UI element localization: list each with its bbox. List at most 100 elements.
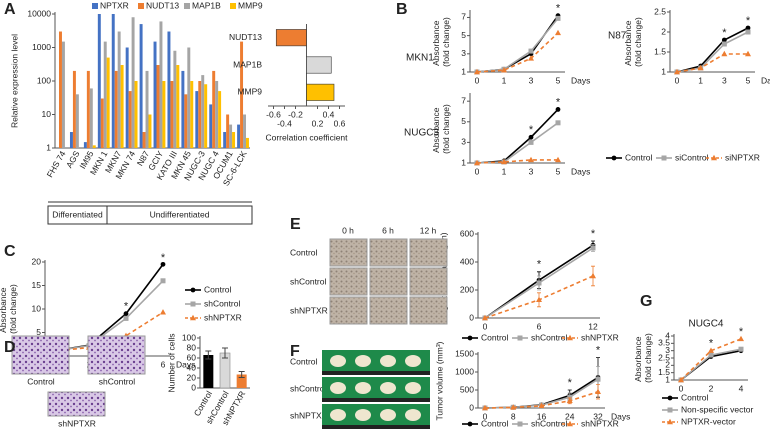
bar <box>69 132 73 148</box>
legend-marker <box>190 301 196 307</box>
y-axis-label: Absorbance (fold change) <box>633 333 653 383</box>
bar <box>204 84 208 148</box>
x-tick-label: 24 <box>565 411 575 421</box>
tumor <box>405 355 421 367</box>
point <box>536 296 542 302</box>
bar <box>128 91 132 148</box>
bar <box>83 142 87 148</box>
y-tick-label: 0 <box>469 402 474 412</box>
x-tick-label: 0 <box>483 411 488 421</box>
y-tick-label: 3 <box>461 137 466 147</box>
point <box>160 261 166 267</box>
error-bar <box>222 347 228 359</box>
micrograph <box>329 267 368 296</box>
tumor <box>330 382 346 394</box>
y-tick-label: 60 <box>187 352 197 362</box>
image-row-label: shNPTXR <box>290 410 328 420</box>
x-tick-label: 0 <box>475 166 480 176</box>
point <box>738 335 744 342</box>
bar <box>153 41 157 148</box>
micrograph <box>369 267 408 296</box>
image-row-label: Control <box>290 247 318 257</box>
panel-label: A <box>4 1 16 18</box>
bar <box>212 70 216 148</box>
image-column-label: 6 h <box>382 225 394 235</box>
legend-label: NUDT13 <box>146 0 179 10</box>
bar <box>162 81 166 148</box>
micrograph <box>11 335 70 375</box>
panel-label: G <box>640 293 652 310</box>
legend-label: Control <box>481 418 509 428</box>
x-tick-label: -0.6 <box>266 109 281 119</box>
category-label: MMP9 <box>237 87 262 97</box>
bar <box>142 132 146 148</box>
bar <box>201 75 205 148</box>
point <box>708 347 714 353</box>
point <box>738 346 744 352</box>
y-tick-label: 10 <box>42 109 52 119</box>
point <box>721 41 727 47</box>
y-tick-label: 5 <box>461 116 466 126</box>
bar <box>125 47 129 148</box>
ruler <box>322 425 430 429</box>
legend-swatch <box>230 3 236 9</box>
series-line <box>680 338 742 381</box>
y-tick-label: 500 <box>460 384 474 394</box>
legend-label: Non-specific vector <box>681 404 753 414</box>
ruler <box>322 398 430 402</box>
point <box>555 120 561 126</box>
x-axis-label: Correlation coefficient <box>265 132 348 142</box>
y-tick-label: 5 <box>461 30 466 40</box>
micrograph <box>409 238 448 267</box>
legend-label: shNPTXR <box>204 312 242 322</box>
y-tick-label: 1 <box>661 66 666 76</box>
bar <box>97 14 101 148</box>
legend-marker <box>567 420 573 427</box>
point <box>721 37 727 43</box>
bar <box>275 29 307 47</box>
significance-mark: * <box>556 3 561 15</box>
bar <box>139 24 143 149</box>
significance-mark: * <box>739 326 744 338</box>
legend-label: shControl <box>204 298 240 308</box>
legend-label: Control <box>204 284 232 294</box>
x-axis-label: Days <box>176 359 195 369</box>
legend-marker <box>517 421 523 427</box>
significance-mark: * <box>124 301 129 313</box>
chart-title: NUGC3 <box>404 128 439 139</box>
y-tick-label: 1 <box>46 142 51 152</box>
group-label: Undifferentiated <box>150 209 210 219</box>
bar <box>145 70 149 148</box>
x-tick-label: 12 <box>588 321 598 331</box>
micrograph <box>409 267 448 296</box>
x-tick-label: 0.6 <box>334 118 346 128</box>
y-axis-label: Absorbance (fold change) <box>431 17 451 67</box>
tumor <box>380 382 396 394</box>
y-axis-label: Relative expression level <box>9 34 19 128</box>
category-label: NUDT13 <box>229 32 262 42</box>
y-tick-label: 1 <box>665 374 670 384</box>
panel-label: F <box>290 343 300 360</box>
y-tick-label: 1 <box>461 157 466 167</box>
bar <box>156 65 160 148</box>
bar <box>167 31 171 149</box>
x-tick-label: 1 <box>502 166 507 176</box>
x-tick-label: 0 <box>675 75 680 85</box>
series-line <box>476 122 559 164</box>
x-tick-label: 1 <box>502 75 507 85</box>
legend-swatch <box>92 3 98 9</box>
point <box>674 68 680 75</box>
legend-label: Control <box>681 392 709 402</box>
x-tick-label: 0.2 <box>312 118 324 128</box>
bar <box>170 81 174 148</box>
tumor <box>355 382 371 394</box>
bar <box>203 355 214 388</box>
y-tick-label: 0 <box>191 382 196 392</box>
y-axis-label: Absorbance (fold change) <box>431 104 451 154</box>
point <box>590 272 596 279</box>
point <box>501 66 507 73</box>
y-tick-label: 100 <box>182 332 196 342</box>
legend-swatch <box>184 3 190 9</box>
y-tick-label: 600 <box>460 228 474 238</box>
